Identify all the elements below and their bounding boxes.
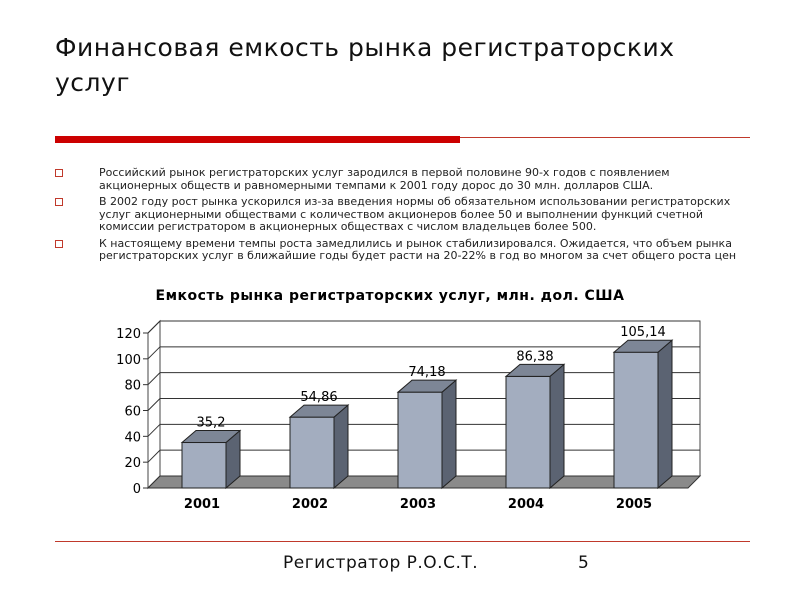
bar-side: [333, 404, 349, 490]
x-tick-label: 2002: [292, 497, 328, 512]
title-accent-bar: [55, 136, 460, 143]
bar-top: [612, 339, 674, 353]
bar-side: [441, 379, 457, 490]
y-tick-label: 60: [124, 405, 141, 420]
bar-top: [288, 404, 350, 418]
bullet-item: В 2002 году рост рынка ускорился из-за в…: [55, 195, 745, 234]
bar: [397, 391, 443, 489]
data-label: 54,86: [300, 390, 337, 405]
y-tick-label: 120: [116, 327, 141, 342]
bar: [613, 351, 659, 489]
bar-side: [549, 363, 565, 490]
x-tick-label: 2004: [508, 497, 544, 512]
bullet-item: Российский рынок регистраторских услуг з…: [55, 166, 745, 192]
bullet-list: Российский рынок регистраторских услуг з…: [55, 166, 745, 267]
bullet-text: Российский рынок регистраторских услуг з…: [99, 166, 670, 192]
footer-divider: [55, 541, 750, 542]
bar-top: [396, 379, 458, 393]
y-tick-label: 20: [124, 456, 141, 471]
bullet-text: В 2002 году рост рынка ускорился из-за в…: [99, 195, 731, 233]
chart-canvas: 0 20 40 60 80 100 120 35,2 2001 54,86 2002 74,18 200…: [116, 319, 702, 512]
bar-top: [180, 430, 242, 444]
y-tick-label: 100: [116, 353, 141, 368]
gridline: [147, 320, 700, 334]
bar-top: [504, 363, 566, 377]
square-bullet-icon: [55, 239, 63, 248]
data-label: 105,14: [620, 325, 666, 340]
data-label: 35,2: [197, 416, 226, 431]
bullet-text: К настоящему времени темпы роста замедли…: [99, 236, 737, 262]
data-label: 86,38: [516, 349, 553, 364]
x-tick-label: 2003: [400, 497, 436, 512]
bar: [181, 442, 227, 489]
y-tick-label: 80: [124, 379, 141, 394]
bar-side: [657, 339, 673, 490]
x-tick-label: 2005: [616, 497, 652, 512]
bar: [505, 375, 551, 489]
bullet-item: К настоящему времени темпы роста замедли…: [55, 236, 745, 263]
page-number: 5: [578, 553, 589, 573]
y-tick-label: 40: [124, 430, 141, 445]
slide-title: Финансовая емкость рынка регистраторских…: [55, 33, 675, 97]
bar-chart: Емкость рынка регистраторских услуг, млн…: [100, 283, 720, 518]
square-bullet-icon: [55, 169, 63, 177]
y-tick-label: 0: [133, 482, 141, 497]
square-bullet-icon: [55, 198, 63, 206]
data-label: 74,18: [408, 365, 445, 380]
gridline: [147, 346, 700, 360]
chart-title: Емкость рынка регистраторских услуг, млн…: [155, 288, 625, 304]
bar: [289, 416, 335, 489]
x-tick-label: 2001: [184, 497, 220, 512]
footer-label: Регистратор Р.О.С.Т.: [283, 553, 479, 573]
